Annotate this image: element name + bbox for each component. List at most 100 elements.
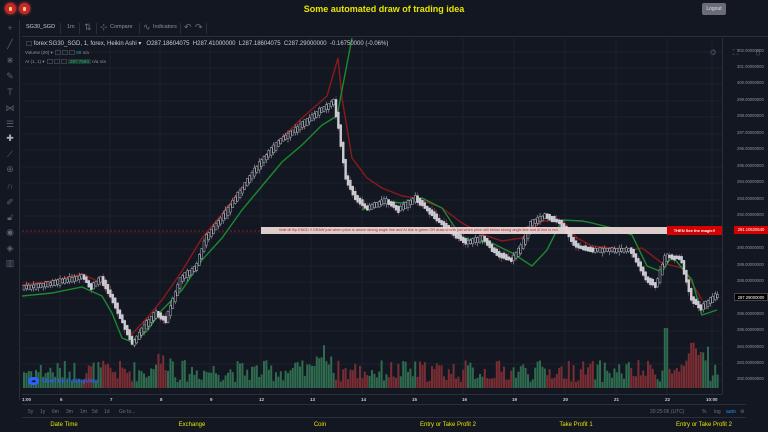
top-header: Some automated draw of trading idea Logo… [0, 0, 768, 20]
chart-canvas [22, 38, 722, 394]
settings-icon[interactable]: ⚙ [709, 48, 717, 57]
compare-button[interactable]: Compare [110, 24, 133, 30]
auto-toggle[interactable]: auto [726, 409, 736, 415]
page-title: Some automated draw of trading idea [303, 4, 465, 14]
pitchfork-icon[interactable]: ⋇ [6, 55, 14, 65]
change-value: -0.16750000 (-0.06%) [329, 41, 389, 47]
price-label: 299.00000000 [737, 97, 764, 102]
checkbox-icon[interactable] [26, 40, 32, 46]
time-label: 14 [361, 397, 367, 402]
time-label: 19 [512, 397, 518, 402]
time-label: 8 [160, 397, 163, 402]
divider [180, 23, 181, 34]
ohlc-open: O287.18604075 [146, 41, 190, 47]
red-dot-icon[interactable] [5, 3, 16, 14]
time-label: 12 [259, 397, 265, 402]
price-chart[interactable] [22, 38, 722, 394]
time-axis[interactable]: 1:00 6 7 8 9 12 13 14 15 16 19 20 21 22 … [22, 394, 722, 404]
pattern-icon[interactable]: ⋈ [5, 103, 15, 113]
chart-legend: forex:SG30_SGD, 1, forex, Heikin Ashi ▾ … [25, 40, 389, 65]
divider [139, 23, 140, 34]
compare-icon[interactable]: ⊹ [100, 22, 108, 32]
text-icon[interactable]: T [7, 87, 13, 97]
range-1y[interactable]: 1y [40, 409, 46, 415]
volume-bars [23, 328, 719, 388]
lock-icon[interactable]: 🔓︎ [7, 212, 13, 222]
range-3m[interactable]: 3m [66, 409, 73, 415]
clock-time[interactable]: 20:25:06 (UTC) [650, 409, 685, 415]
undo-icon[interactable]: ↶ [184, 22, 192, 32]
logout-button[interactable]: Logout [702, 3, 726, 15]
red-dot-icon[interactable] [19, 3, 30, 14]
series-name[interactable]: forex:SG30_SGD, 1, forex, Heikin Ashi [33, 41, 137, 47]
trendline-icon[interactable]: ╱ [7, 39, 13, 49]
time-label: 10:00 [706, 397, 718, 402]
lock-drawing-icon[interactable]: ✐ [6, 197, 14, 207]
price-label: 283.00000000 [737, 360, 764, 365]
volume-value: 89 [76, 50, 82, 55]
range-5d[interactable]: 5d [92, 409, 98, 415]
fullscreen-icon[interactable]: ⛶ [732, 48, 739, 57]
layers-icon[interactable]: ◈ [6, 243, 14, 253]
camera-icon[interactable]: ⌷ [755, 48, 761, 57]
price-label: 296.00000000 [737, 146, 764, 151]
footer-date-time: Date Time [50, 422, 78, 428]
goto-button[interactable]: Go to... [119, 409, 136, 415]
price-label: 284.00000000 [737, 344, 764, 349]
axis-settings-icon[interactable]: ⚙ [740, 409, 745, 415]
range-6m[interactable]: 6m [52, 409, 59, 415]
price-label: 295.00000000 [737, 163, 764, 168]
range-5y[interactable]: 5y [28, 409, 34, 415]
drawing-tools-sidebar: + ╱ ⋇ ✎ T ⋈ ☰ ✚ ⟋ ⊕ ∩ ✐ 🔓︎ ◉ ◈ ▥ [0, 20, 20, 400]
volume-label[interactable]: Volume (20) [25, 50, 50, 55]
footer-labels: Date Time Exchange Coin Entry or Take Pr… [0, 420, 768, 432]
price-label: 290.00000000 [737, 245, 764, 250]
price-label: 300.00000000 [737, 80, 764, 85]
time-label: 16 [462, 397, 468, 402]
percent-toggle[interactable]: % [702, 409, 707, 415]
price-label: 288.00000000 [737, 278, 764, 283]
indicators-icon[interactable]: ∿ [143, 22, 151, 32]
magic-label[interactable]: THEN See the magic!! [667, 226, 722, 235]
volume-na: n/a [82, 50, 89, 55]
trash-icon[interactable]: ▥ [5, 258, 15, 268]
divider [79, 23, 80, 34]
ai-na: n/a n/a [92, 59, 106, 64]
price-label: 302.00000000 [737, 48, 764, 53]
interval-button[interactable]: 1m [67, 24, 75, 30]
brush-icon[interactable]: ✎ [6, 71, 14, 81]
range-1m[interactable]: 1m [80, 409, 87, 415]
price-label: 289.00000000 [737, 262, 764, 267]
tradingview-watermark[interactable]: ☁ Chart by TradingView [28, 377, 98, 385]
ai-indicator-label[interactable]: AI (1, 1) [25, 59, 42, 64]
ohlc-close: C287.29000000 [283, 41, 327, 47]
symbol-search[interactable]: SG30_SGD [26, 24, 56, 30]
toolbar-right-icons: ⚙ ⛶ ⌷ [701, 42, 764, 60]
log-toggle[interactable]: log [714, 409, 721, 415]
indicators-button[interactable]: Indicators [153, 24, 177, 30]
cloud-icon: ☁ [28, 377, 39, 385]
ohlc-high: H287.41000000 [192, 41, 236, 47]
chart-type-icon[interactable]: ⇅ [84, 22, 92, 32]
magnet-icon[interactable]: ∩ [6, 181, 14, 191]
eye-icon[interactable]: ◉ [6, 227, 14, 237]
time-label: 20 [563, 397, 569, 402]
annotation-price-tag: 291.10625540 [734, 226, 768, 234]
time-label: 9 [210, 397, 213, 402]
range-bar: 5y 1y 6m 3m 1m 5d 1d Go to... 20:25:06 (… [22, 404, 746, 418]
range-1d[interactable]: 1d [104, 409, 110, 415]
redo-icon[interactable]: ↷ [195, 22, 203, 32]
divider [206, 23, 207, 34]
crosshair-icon[interactable]: + [7, 23, 13, 33]
arrow-icon[interactable]: ✚ [6, 133, 14, 143]
ruler-icon[interactable]: ⟋ [6, 149, 14, 159]
price-axis[interactable]: 302.00000000 301.00000000 300.00000000 2… [722, 38, 768, 394]
price-label: 286.00000000 [737, 311, 764, 316]
measure-icon[interactable]: ☰ [5, 119, 15, 129]
price-label: 301.00000000 [737, 64, 764, 69]
price-label: 298.00000000 [737, 113, 764, 118]
trading-idea-annotation[interactable]: Wait till flip ENDD !! DRAW just when pr… [261, 227, 667, 234]
zoom-icon[interactable]: ⊕ [6, 164, 14, 174]
footer-coin: Coin [313, 422, 327, 428]
